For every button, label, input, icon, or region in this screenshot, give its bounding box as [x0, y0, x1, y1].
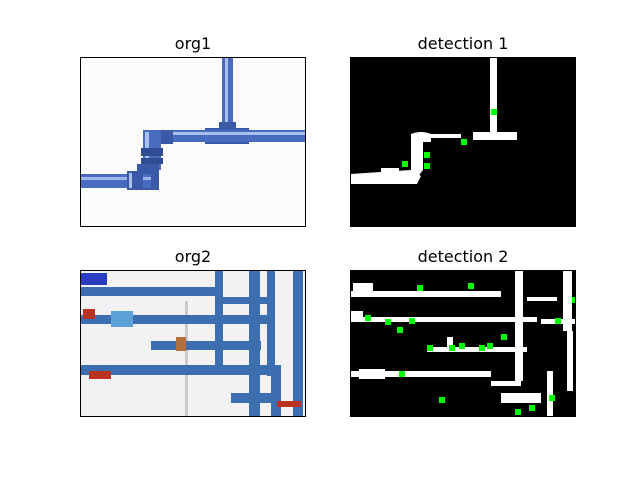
image-detection-2 — [350, 270, 576, 417]
title-detection-2: detection 2 — [417, 247, 509, 266]
image-org1 — [80, 57, 306, 227]
title-detection-1: detection 1 — [417, 34, 509, 53]
image-org2 — [80, 270, 306, 417]
image-detection-1 — [350, 57, 576, 227]
title-org2: org2 — [174, 247, 212, 266]
title-org1: org1 — [174, 34, 212, 53]
